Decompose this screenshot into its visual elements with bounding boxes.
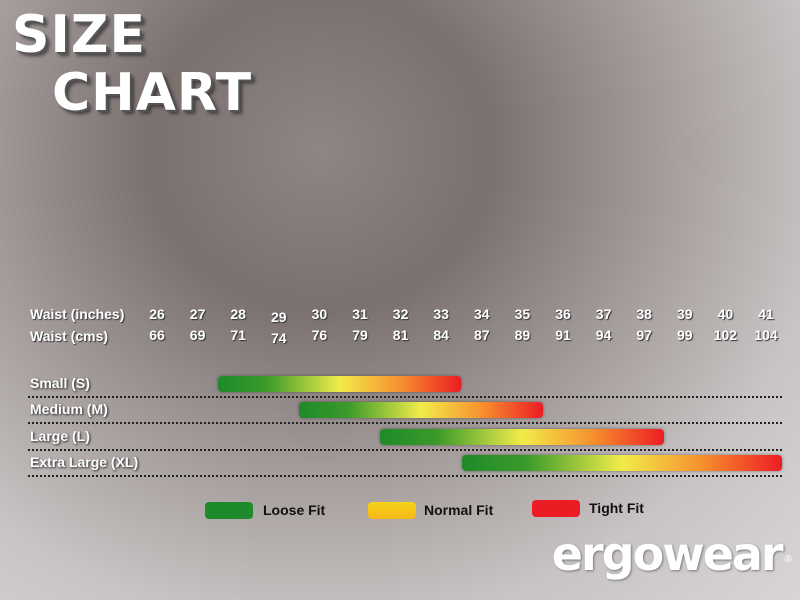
size-range-bar <box>380 429 665 445</box>
waist-cms-value: 81 <box>392 327 409 343</box>
waist-inches-value: 28 <box>230 306 246 322</box>
title-line-2: CHART <box>52 63 253 123</box>
size-range-bar <box>461 455 782 471</box>
size-range-bar <box>217 376 462 392</box>
waist-cms-value: 84 <box>433 327 449 343</box>
row-divider <box>28 422 782 424</box>
size-range-bar <box>299 402 543 418</box>
row-divider <box>28 396 782 398</box>
waist-inches-value: 36 <box>555 306 571 322</box>
legend-swatch-tight <box>532 500 580 517</box>
waist-inches-value: 27 <box>189 306 206 322</box>
waist-cms-value: 74 <box>271 330 287 346</box>
waist-cms-value: 79 <box>352 327 368 343</box>
legend-loose-fit: Loose Fit <box>263 502 326 518</box>
waist-inches-value: 29 <box>271 309 287 325</box>
waist-inches-value: 33 <box>433 306 449 322</box>
waist-inches-value: 39 <box>677 306 693 322</box>
waist-cms-value: 66 <box>149 327 165 343</box>
waist-inches-value: 30 <box>311 306 328 322</box>
waist-inches-value: 37 <box>595 306 612 322</box>
size-label: Extra Large (XL) <box>30 454 139 470</box>
waist-inches-value: 41 <box>758 306 774 322</box>
size-label: Small (S) <box>30 375 90 391</box>
logo-group: ergowear ® <box>552 528 792 580</box>
waist-cms-value: 71 <box>230 327 246 343</box>
waist-cms-value: 89 <box>514 327 531 343</box>
waist-cms-label: Waist (cms) <box>30 328 109 344</box>
waist-cms-value: 99 <box>677 327 693 343</box>
waist-inches-value: 31 <box>352 306 368 322</box>
legend-tight-fit: Tight Fit <box>589 500 644 516</box>
registered-mark: ® <box>784 554 792 565</box>
legend-swatch-normal <box>368 502 416 519</box>
waist-inches-value: 32 <box>392 306 409 322</box>
waist-cms-value: 76 <box>311 327 328 343</box>
waist-cms-value: 102 <box>713 327 738 343</box>
waist-cms-value: 69 <box>189 327 206 343</box>
waist-cms-value: 97 <box>636 327 652 343</box>
waist-inches-value: 26 <box>149 306 165 322</box>
legend-normal-fit: Normal Fit <box>424 502 494 518</box>
waist-cms-value: 104 <box>754 327 778 343</box>
row-divider <box>28 475 782 477</box>
row-divider <box>28 449 782 451</box>
waist-inches-value: 38 <box>636 306 652 322</box>
waist-cms-value: 87 <box>474 327 490 343</box>
ergowear-logo: ergowear <box>551 527 784 581</box>
size-label: Medium (M) <box>30 401 108 417</box>
waist-inches-value: 40 <box>717 306 734 322</box>
waist-cms-value: 91 <box>555 327 571 343</box>
waist-inches-value: 35 <box>514 306 531 322</box>
legend-swatch-loose <box>205 502 253 519</box>
size-label: Large (L) <box>30 428 90 444</box>
waist-inches-value: 34 <box>474 306 490 322</box>
title-line-1: SIZE <box>12 5 147 65</box>
waist-inches-label: Waist (inches) <box>30 306 125 322</box>
waist-cms-value: 94 <box>595 327 612 343</box>
